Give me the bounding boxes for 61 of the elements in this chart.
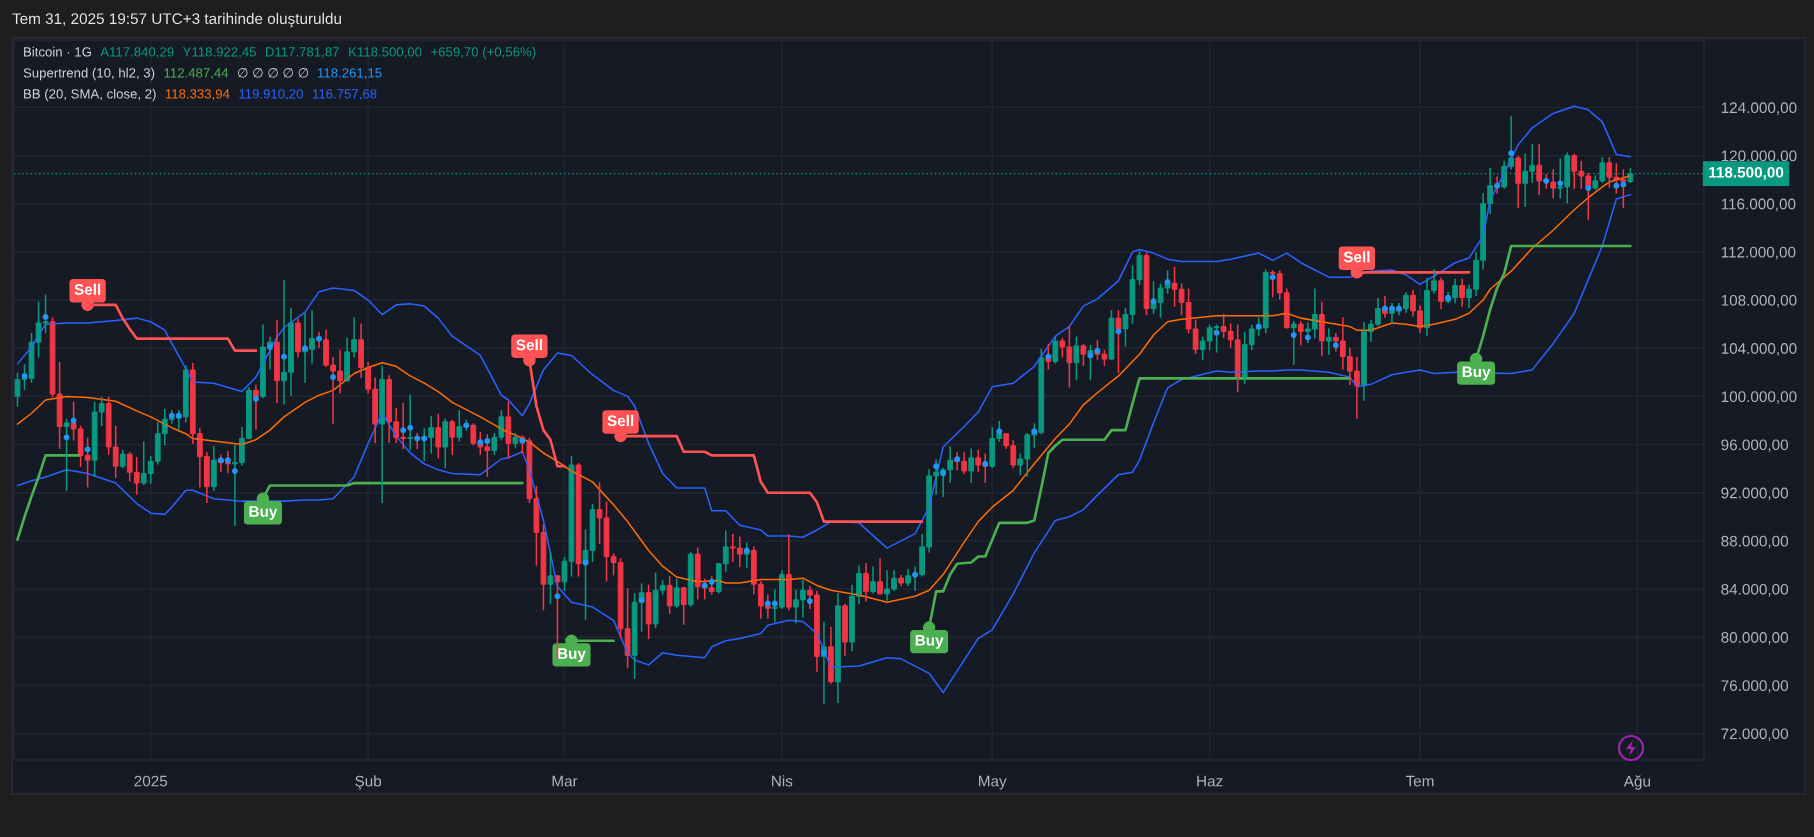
candlestick [456, 410, 463, 442]
annotation: ∅ ∅ ∅ ∅ ∅ [238, 68, 309, 78]
y-tick-label: 88.000,00 [1721, 535, 1789, 549]
annotation: 118.261,15 [318, 68, 382, 80]
annotation: A117.840,29 [100, 47, 174, 59]
annotation: Sell [74, 283, 101, 295]
annotation: Buy [1462, 366, 1491, 381]
x-tick-label: Nis [772, 775, 793, 787]
annotation: D117.781,87 [265, 47, 339, 59]
y-tick-label: 84.000,00 [1721, 583, 1789, 597]
annotation: 116.757,68 [313, 89, 377, 101]
x-tick-label: May [979, 775, 1007, 790]
x-tick-label: 2025 [134, 775, 168, 787]
candlestick [1143, 252, 1150, 316]
y-tick-label: 124.000,00 [1721, 102, 1797, 115]
y-tick-label: 108.000,00 [1721, 294, 1797, 308]
y-tick-label: 116.000,00 [1721, 198, 1796, 212]
x-tick-label: Tem [1405, 775, 1434, 787]
candlestick [442, 418, 449, 469]
candlestick [547, 552, 554, 605]
line-series [16, 174, 1632, 604]
annotation: Sell [1343, 251, 1370, 263]
line-series [16, 105, 1632, 549]
x-tick-label: Ağu [1623, 775, 1650, 790]
annotation: Buy [915, 635, 944, 649]
annotation: K118.500,00 [349, 47, 422, 59]
y-tick-label: 120.000,00 [1721, 150, 1797, 164]
y-tick-label: 96.000,00 [1721, 439, 1789, 453]
y-tick-label: 80.000,00 [1721, 632, 1789, 645]
candlestick [1108, 310, 1115, 360]
chart-title: Bitcoin · 1G [24, 46, 91, 57]
annotation: Sell [607, 414, 634, 427]
x-tick-label: Mar [552, 775, 578, 787]
annotation: +659,70 (+0,56%) [431, 46, 536, 60]
candlestick [666, 576, 673, 614]
candlestick [1080, 343, 1087, 366]
annotation: Buy [558, 648, 586, 662]
y-tick-label: 76.000,00 [1721, 680, 1789, 693]
text: Tem 31, 2025 19:57 UTC+3 tarihinde oluşturuldu [12, 12, 341, 28]
candlestick [645, 584, 652, 640]
line-series [16, 193, 1632, 694]
candlestick [449, 419, 456, 455]
annotation: 118.333,94 [165, 89, 230, 101]
annotation: BB (20, SMA, close, 2) [24, 88, 156, 102]
y-tick-label: 100.000,00 [1721, 391, 1797, 404]
y-tick-label: 72.000,00 [1721, 728, 1789, 741]
annotation: Buy [249, 506, 278, 520]
candlestick [673, 578, 680, 608]
annotation: 119.910,20 [239, 89, 303, 101]
annotation: Y118.922,45 [182, 47, 256, 59]
candlestick [575, 463, 582, 577]
y-tick-label: 112.000,00 [1721, 246, 1796, 260]
annotation: Supertrend (10, hl2, 3) [23, 67, 155, 81]
candlestick [1115, 310, 1122, 374]
ref-line-label: 118.500,00 [1709, 166, 1784, 180]
y-tick-label: 104.000,00 [1721, 343, 1797, 356]
annotation: 112.487,44 [164, 68, 229, 80]
x-tick-label: Haz [1197, 775, 1223, 787]
y-tick-label: 92.000,00 [1721, 487, 1789, 501]
x-tick-label: Şub [355, 775, 382, 790]
annotation: Sell [516, 339, 542, 351]
